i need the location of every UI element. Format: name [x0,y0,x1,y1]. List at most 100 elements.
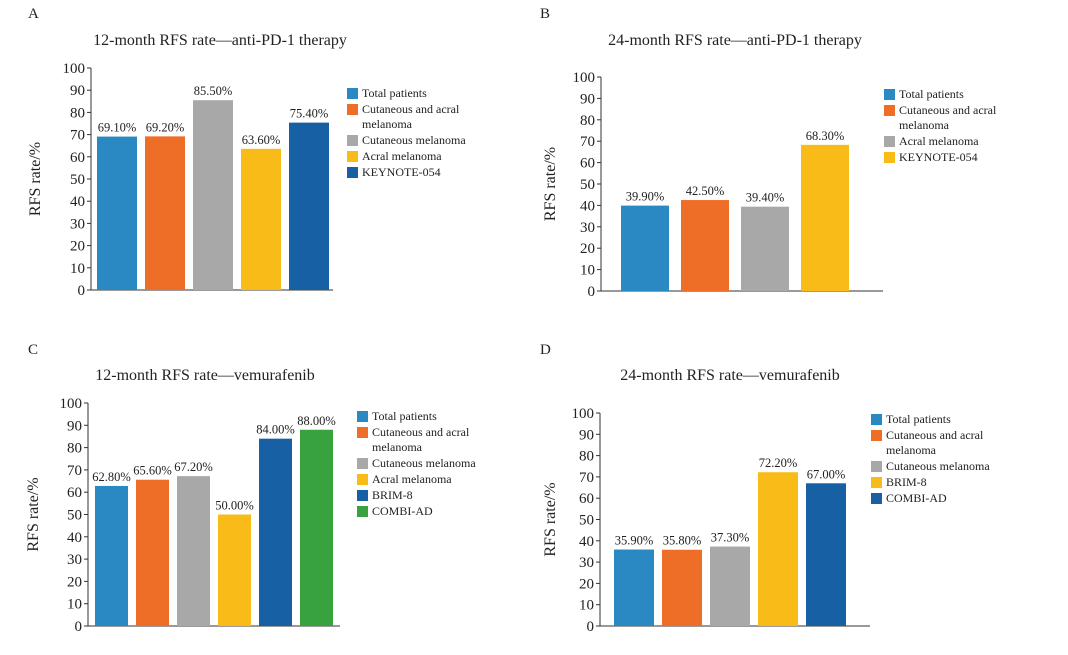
legend-swatch [357,411,368,422]
y-axis-label-c: RFS rate/% [25,477,42,551]
legend-label: Cutaneous melanoma [362,133,466,147]
legend-item-b-1: Total patients [884,87,1021,102]
legend-item-a-5: KEYNOTE-054 [347,165,484,180]
legend-item-d-4: BRIM-8 [871,475,1008,490]
legend-label: Total patients [372,409,437,423]
chart-title-b: 24-month RFS rate—anti-PD-1 therapy [608,32,862,49]
bar-b-2 [681,200,729,291]
legend-swatch [871,461,882,472]
y-tick-label-a: 30 [70,216,85,232]
y-tick-label-c: 60 [67,485,82,501]
bar-c-2 [136,479,169,626]
y-tick-label-a: 0 [78,283,86,299]
data-label-a-1: 69.10% [98,121,137,135]
y-tick-label-b: 90 [580,91,595,107]
legend-label: Cutaneous and acral melanoma [899,103,997,132]
panel-letter-d: D [540,342,551,358]
data-label-d-5: 67.00% [807,467,846,481]
y-tick-label-a: 20 [70,239,85,255]
bar-a-3 [193,100,233,290]
bar-d-3 [710,546,750,626]
y-tick-label-c: 30 [67,552,82,568]
bar-a-5 [289,122,329,290]
legend-label: Total patients [362,86,427,100]
bar-c-3 [177,476,210,626]
legend-item-c-1: Total patients [357,409,494,424]
data-label-b-4: 68.30% [806,129,845,143]
legend-item-c-6: COMBI-AD [357,504,494,519]
y-tick-label-a: 50 [70,172,85,188]
data-label-d-2: 35.80% [663,534,702,548]
legend-swatch [347,167,358,178]
legend-swatch [871,477,882,488]
legend-label: Acral melanoma [899,134,979,148]
data-label-b-3: 39.40% [746,191,785,205]
y-tick-label-a: 40 [70,194,85,210]
bar-b-4 [801,144,849,291]
legend-item-a-4: Acral melanoma [347,149,484,164]
legend-swatch [347,135,358,146]
legend-swatch [347,151,358,162]
legend-label: BRIM-8 [886,475,927,489]
bar-a-4 [241,148,281,290]
y-tick-label-c: 40 [67,530,82,546]
y-tick-label-d: 50 [579,513,594,529]
y-tick-label-d: 0 [587,619,595,635]
panel-letter-b: B [540,6,551,22]
y-tick-label-b: 70 [580,134,595,150]
bar-d-5 [806,483,846,626]
legend-swatch [871,430,882,441]
legend-c: Total patients Cutaneous and acral melano… [357,409,494,520]
legend-swatch [357,458,368,469]
y-tick-label-b: 40 [580,198,595,214]
legend-swatch [884,89,895,100]
chart-title-c: 12-month RFS rate—vemurafenib [95,367,315,384]
legend-swatch [884,105,895,116]
bar-c-1 [95,485,128,626]
y-tick-label-d: 60 [579,491,594,507]
bar-d-2 [662,549,702,626]
y-tick-label-b: 10 [580,263,595,279]
y-tick-label-b: 0 [588,284,596,300]
bar-d-1 [614,549,654,626]
legend-swatch [884,152,895,163]
data-label-a-5: 75.40% [290,107,329,121]
y-tick-label-d: 80 [579,449,594,465]
legend-label: Total patients [886,412,951,426]
legend-swatch [357,427,368,438]
legend-swatch [357,474,368,485]
y-tick-label-c: 100 [60,396,83,412]
legend-item-d-1: Total patients [871,412,1008,427]
legend-a: Total patients Cutaneous and acral melano… [347,86,484,181]
data-label-a-3: 85.50% [194,84,233,98]
y-tick-label-b: 80 [580,113,595,129]
legend-item-b-3: Acral melanoma [884,134,1021,149]
legend-label: COMBI-AD [372,504,433,518]
y-tick-label-c: 70 [67,463,82,479]
bar-c-4 [218,514,251,626]
y-tick-label-c: 20 [67,574,82,590]
bar-a-1 [97,136,137,290]
legend-label: Acral melanoma [372,472,452,486]
data-label-d-4: 72.20% [759,456,798,470]
data-label-c-2: 65.60% [133,464,172,478]
legend-swatch [871,493,882,504]
legend-label: COMBI-AD [886,491,947,505]
y-tick-label-c: 50 [67,508,82,524]
y-tick-label-c: 10 [67,597,82,613]
data-label-b-1: 39.90% [626,190,665,204]
y-tick-label-d: 10 [579,598,594,614]
legend-item-c-2: Cutaneous and acral melanoma [357,425,494,455]
legend-b: Total patients Cutaneous and acral melano… [884,87,1021,166]
y-axis-label-d: RFS rate/% [542,482,559,556]
panel-letter-c: C [28,342,39,358]
y-tick-label-d: 70 [579,470,594,486]
y-tick-label-a: 80 [70,105,85,121]
y-tick-label-c: 0 [75,619,83,635]
legend-swatch [347,104,358,115]
legend-item-b-4: KEYNOTE-054 [884,150,1021,165]
y-tick-label-c: 80 [67,441,82,457]
